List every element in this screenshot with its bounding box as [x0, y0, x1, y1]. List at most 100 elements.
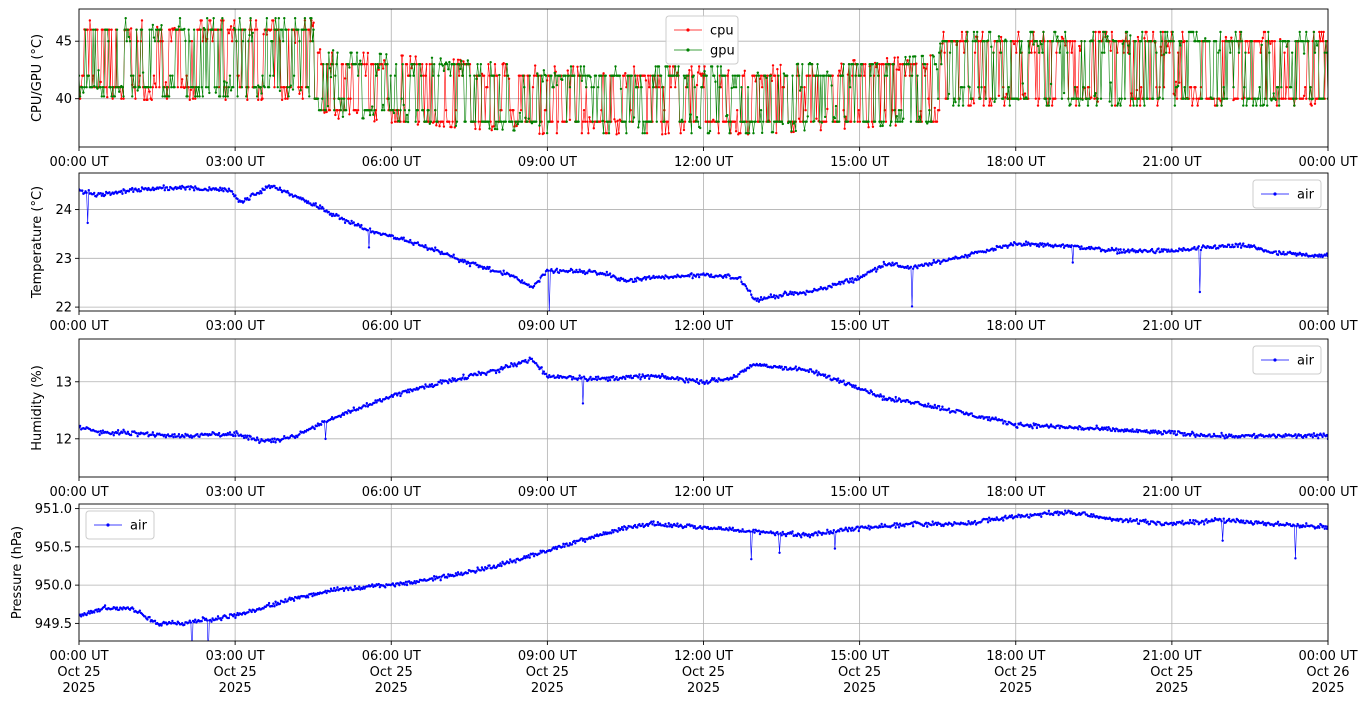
data-point — [1322, 432, 1325, 435]
data-point — [1194, 435, 1197, 439]
data-point — [108, 28, 111, 31]
data-point — [209, 19, 212, 22]
data-point — [349, 222, 352, 226]
data-point — [884, 120, 888, 123]
data-point — [733, 74, 737, 77]
data-point — [89, 609, 93, 613]
data-point — [754, 297, 757, 300]
data-point — [184, 39, 187, 43]
data-point — [1255, 104, 1258, 107]
data-point — [996, 40, 1000, 43]
data-point — [1197, 245, 1200, 248]
data-point — [567, 74, 571, 77]
data-point — [1275, 435, 1279, 439]
data-point — [1217, 247, 1220, 250]
data-point — [961, 104, 965, 107]
data-point — [615, 376, 618, 379]
data-point — [316, 97, 320, 100]
data-point — [427, 109, 430, 112]
data-point — [431, 74, 435, 77]
data-point — [924, 67, 928, 70]
data-point — [451, 377, 454, 380]
data-point — [909, 120, 913, 123]
data-point — [87, 74, 90, 77]
data-point — [218, 186, 222, 189]
data-point — [668, 65, 672, 68]
data-point — [1246, 245, 1249, 248]
x-tick-label: 06:00 UT — [362, 155, 421, 170]
data-point — [902, 117, 905, 120]
data-point — [140, 19, 144, 22]
data-point — [1159, 430, 1162, 434]
data-point — [1005, 92, 1008, 96]
data-point — [1033, 51, 1036, 54]
data-point — [447, 68, 450, 71]
data-point — [500, 365, 503, 369]
data-point — [1276, 86, 1280, 89]
data-point — [194, 185, 197, 188]
data-point — [854, 384, 857, 387]
data-point — [428, 122, 432, 125]
data-point — [1113, 104, 1117, 107]
data-point — [1011, 244, 1015, 247]
data-point — [930, 120, 933, 123]
data-point — [643, 74, 647, 77]
data-point — [273, 605, 276, 608]
data-point — [1078, 104, 1081, 107]
data-point — [423, 245, 426, 249]
data-point — [260, 191, 263, 195]
data-point — [1325, 252, 1328, 255]
data-point — [99, 429, 102, 433]
data-point — [343, 77, 347, 80]
data-point — [830, 286, 833, 289]
data-point — [468, 74, 472, 77]
x-tick-label: 18:00 UT — [986, 319, 1045, 334]
data-point — [854, 74, 857, 77]
data-point — [578, 268, 581, 271]
data-point — [543, 273, 547, 276]
data-point — [710, 65, 714, 68]
data-point — [646, 373, 650, 377]
data-point — [791, 291, 794, 294]
data-point — [726, 113, 729, 117]
data-point — [372, 62, 375, 66]
data-point — [268, 74, 272, 77]
data-point — [879, 124, 882, 128]
data-point — [759, 295, 763, 299]
data-point — [882, 260, 885, 264]
series-air — [79, 184, 1328, 311]
data-point — [325, 110, 328, 114]
data-point — [780, 365, 783, 368]
data-point — [577, 120, 580, 123]
data-point — [425, 246, 428, 249]
data-point — [1153, 431, 1156, 434]
data-point — [329, 75, 333, 79]
data-point — [96, 87, 99, 90]
data-point — [1161, 432, 1165, 436]
data-point — [232, 434, 235, 438]
data-point — [515, 276, 518, 279]
data-point — [667, 132, 670, 135]
data-point — [982, 104, 985, 107]
data-point — [427, 385, 430, 389]
data-point — [267, 184, 271, 187]
data-point — [594, 271, 598, 274]
plot-area — [79, 17, 1328, 136]
data-point — [931, 261, 934, 265]
data-point — [380, 400, 384, 403]
data-point — [936, 97, 940, 100]
data-point — [608, 378, 612, 382]
data-point — [1164, 51, 1168, 54]
data-point — [896, 399, 900, 402]
data-point — [1019, 421, 1022, 424]
data-point — [394, 392, 398, 395]
data-point — [343, 221, 347, 225]
data-point — [412, 243, 415, 247]
data-point — [595, 378, 599, 382]
data-point — [759, 109, 763, 112]
data-point — [860, 275, 864, 279]
data-point — [137, 187, 140, 191]
data-point — [589, 75, 592, 79]
data-point — [870, 120, 874, 123]
